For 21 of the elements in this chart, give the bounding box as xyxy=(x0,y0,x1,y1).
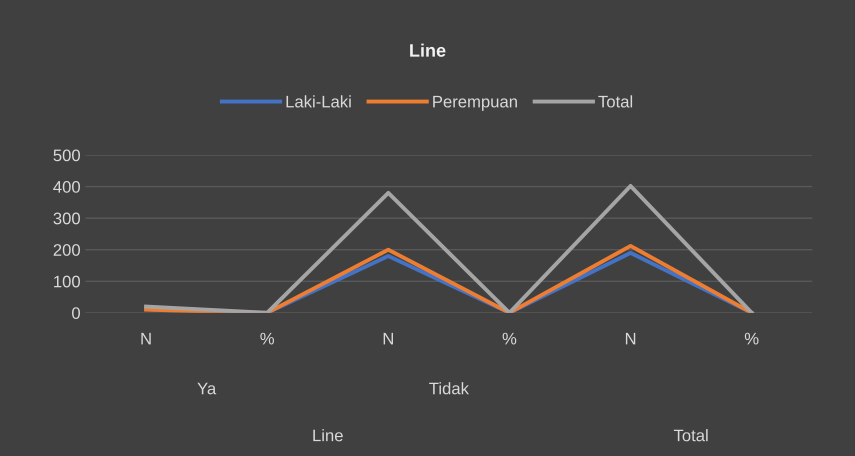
legend-label: Laki-Laki xyxy=(286,95,351,108)
x-tick-label: N xyxy=(384,332,393,344)
x-tick-label: N xyxy=(626,332,636,344)
chart-title: Line xyxy=(410,44,446,57)
text: Tidak xyxy=(429,382,469,394)
x-tick-label: % xyxy=(502,332,516,344)
x-tick-label: % xyxy=(260,332,274,344)
line-series xyxy=(144,184,754,313)
x-tick-label: N xyxy=(141,332,151,344)
text: Line xyxy=(313,429,343,442)
text: Ya xyxy=(197,382,216,394)
legend-label: Total xyxy=(598,95,632,108)
y-tick-label: 0 xyxy=(72,307,80,320)
y-tick-label: 100 xyxy=(54,276,80,288)
text: Total xyxy=(674,429,708,442)
y-tick-label: 500 xyxy=(54,149,80,162)
y-tick-label: 400 xyxy=(53,180,80,193)
y-tick-label: 300 xyxy=(53,212,80,224)
x-tick-label: % xyxy=(744,332,759,344)
legend-label: Perempuan xyxy=(433,96,517,111)
y-tick-label: 200 xyxy=(54,244,80,256)
